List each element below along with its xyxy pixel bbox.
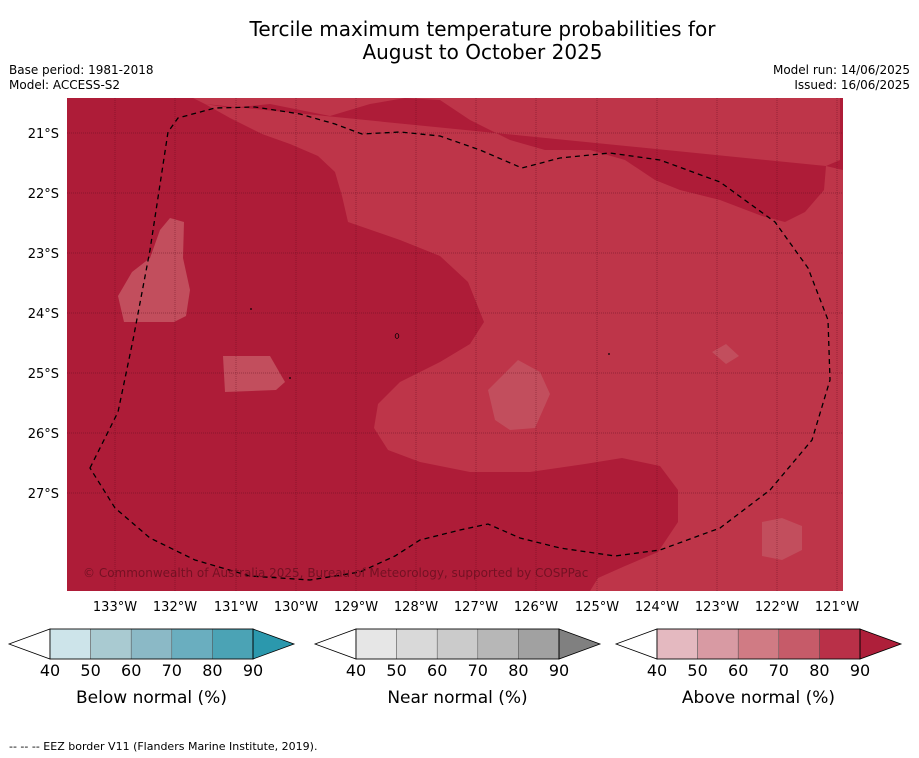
island-dot [394, 333, 400, 339]
colorbar-0: 40 50 60 70 80 90 Below normal (%) [7, 628, 296, 708]
lon-label: 128°W [394, 600, 438, 615]
patch-west [118, 218, 190, 322]
lon-label: 124°W [635, 600, 679, 615]
title-line-2: August to October 2025 [362, 40, 603, 64]
colorbar-arrow-high [252, 628, 296, 660]
colorbar-tick: 60 [427, 661, 447, 680]
colorbar-segment [355, 628, 397, 660]
colorbar-segment [518, 628, 560, 660]
lon-label: 131°W [214, 600, 258, 615]
colorbar-arrow-low [313, 628, 357, 660]
colorbar-segment [171, 628, 213, 660]
meta-right: Model run: 14/06/2025 Issued: 16/06/2025 [773, 63, 910, 93]
colorbar-segment [737, 628, 780, 660]
colorbar-tick: 70 [162, 661, 182, 680]
colorbar-1: 40 50 60 70 80 90 Near normal (%) [313, 628, 602, 708]
colorbar-2: 40 50 60 70 80 90 Above normal (%) [614, 628, 903, 708]
colorbar-tick: 80 [202, 661, 222, 680]
colorbar-segment [819, 628, 861, 660]
title-line-1: Tercile maximum temperature probabilitie… [249, 17, 716, 41]
colorbar-tick: 90 [850, 661, 870, 680]
longitude-labels: 133°W 132°W 131°W 130°W 129°W 128°W 127°… [93, 600, 859, 615]
colorbar-frame [49, 628, 254, 660]
lon-label: 125°W [575, 600, 619, 615]
lat-label: 26°S [28, 427, 59, 442]
base-period: Base period: 1981-2018 [9, 63, 154, 77]
lon-label: 132°W [153, 600, 197, 615]
patch-east [712, 344, 739, 364]
model-name: Model: ACCESS-S2 [9, 78, 121, 92]
colorbar-segment [656, 628, 698, 660]
colorbar-tick: 90 [243, 661, 263, 680]
colorbar-segment [697, 628, 739, 660]
colorbar-segment [49, 628, 91, 660]
patch-centre [488, 360, 550, 430]
lon-label: 121°W [815, 600, 859, 615]
colorbar-tick: 40 [346, 661, 366, 680]
colorbar-segment [778, 628, 820, 660]
patch-centre-west [223, 356, 285, 392]
colorbar-tick: 90 [549, 661, 569, 680]
graticule [67, 98, 843, 591]
colorbar-segment [130, 628, 173, 660]
colorbar-label: Above normal (%) [682, 688, 835, 708]
lat-label: 21°S [28, 127, 59, 142]
copyright-note: © Commonwealth of Australia 2025, Bureau… [83, 566, 588, 580]
colorbar-tick: 70 [468, 661, 488, 680]
colorbar-tick: 50 [386, 661, 406, 680]
latitude-labels: 21°S 22°S 23°S 24°S 25°S 26°S 27°S [28, 127, 59, 502]
issued-date: Issued: 16/06/2025 [794, 78, 910, 92]
colorbar-tick: 80 [809, 661, 829, 680]
colorbar-arrow-high [859, 628, 903, 660]
colorbar-segment [477, 628, 519, 660]
colorbar-arrow-low [7, 628, 51, 660]
model-run: Model run: 14/06/2025 [772, 63, 910, 77]
colorbar-tick: 80 [508, 661, 528, 680]
lat-label: 25°S [28, 367, 59, 382]
lat-label: 23°S [28, 247, 59, 262]
colorbar-arrow-high [558, 628, 602, 660]
probability-region-light [193, 98, 843, 591]
colorbar-legend: 40 50 60 70 80 90 Below normal (%) 40 50 60 70 80 90… [7, 628, 903, 708]
eez-border [89, 106, 831, 581]
patch-southeast [762, 518, 802, 560]
colorbar-tick: 70 [769, 661, 789, 680]
lon-label: 130°W [274, 600, 318, 615]
colorbar-label: Below normal (%) [76, 688, 227, 708]
eez-footnote: -- -- -- EEZ border V11 (Flanders Marine… [9, 740, 318, 753]
lat-label: 22°S [28, 187, 59, 202]
lat-label: 24°S [28, 307, 59, 322]
lat-label: 27°S [28, 487, 59, 502]
colorbar-frame [656, 628, 861, 660]
lon-label: 126°W [514, 600, 558, 615]
lon-label: 133°W [93, 600, 137, 615]
colorbar-tick: 60 [728, 661, 748, 680]
colorbar-tick: 40 [647, 661, 667, 680]
colorbar-frame [355, 628, 560, 660]
colorbar-segment [212, 628, 254, 660]
island-dot [608, 353, 610, 355]
lon-label: 127°W [454, 600, 498, 615]
colorbar-segment [396, 628, 438, 660]
lon-label: 123°W [695, 600, 739, 615]
meta-left: Base period: 1981-2018 Model: ACCESS-S2 [9, 63, 154, 93]
map-panel: © Commonwealth of Australia 2025, Bureau… [67, 98, 843, 591]
colorbar-tick: 50 [687, 661, 707, 680]
colorbar-segment [436, 628, 479, 660]
colorbar-tick: 40 [40, 661, 60, 680]
colorbar-tick: 50 [80, 661, 100, 680]
lon-label: 129°W [334, 600, 378, 615]
island-dot [250, 308, 252, 310]
colorbar-segment [90, 628, 132, 660]
colorbar-label: Near normal (%) [387, 688, 527, 708]
map-title: Tercile maximum temperature probabilitie… [0, 18, 919, 64]
lon-label: 122°W [755, 600, 799, 615]
colorbar-tick: 60 [121, 661, 141, 680]
colorbar-arrow-low [614, 628, 658, 660]
island-dot [289, 377, 291, 379]
